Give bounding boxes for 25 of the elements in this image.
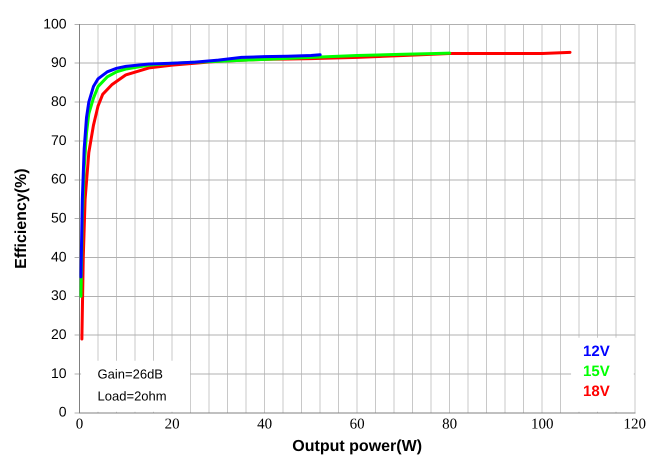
- y-tick-label: 50: [50, 209, 67, 226]
- x-axis-title: Output power(W): [292, 438, 422, 455]
- y-tick-label: 20: [50, 326, 67, 342]
- text: 18V: [583, 382, 610, 400]
- y-tick-label: 10: [50, 364, 67, 381]
- y-tick-label: 80: [50, 92, 67, 109]
- y-axis-title: Efficiency(%): [13, 168, 30, 269]
- y-tick-label: 30: [50, 287, 67, 304]
- x-tick-label: 60: [350, 416, 365, 433]
- x-tick-label: 0: [76, 416, 84, 433]
- text: 12V: [583, 342, 610, 360]
- x-tick-label: 80: [442, 416, 458, 433]
- y-tick-label: 90: [50, 54, 67, 70]
- x-tick-label: 120: [624, 416, 646, 433]
- x-tick-label: 40: [257, 416, 272, 433]
- y-tick-label: 40: [50, 248, 67, 264]
- annotation: Load=2ohm: [98, 388, 167, 404]
- x-tick-label: 100: [530, 416, 554, 433]
- annotation: Gain=26dB: [98, 366, 163, 382]
- y-tick-label: 100: [43, 15, 67, 32]
- y-tick-label: 60: [50, 170, 67, 187]
- y-tick-label: 0: [58, 404, 67, 420]
- y-tick-label: 70: [50, 132, 67, 148]
- x-tick-label: 20: [164, 416, 180, 433]
- text: 15V: [583, 362, 610, 380]
